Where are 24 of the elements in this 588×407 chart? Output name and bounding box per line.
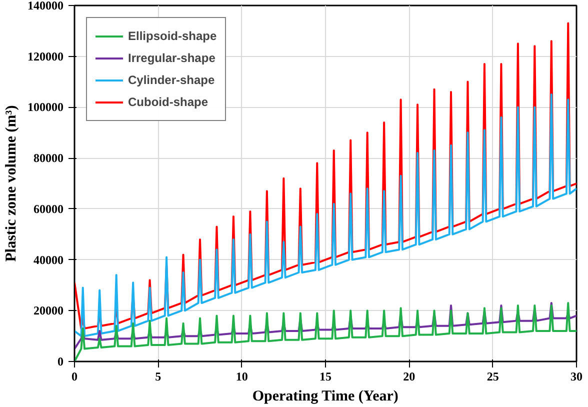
y-tick-label: 0 [58, 354, 64, 368]
x-tick-label: 10 [236, 370, 248, 384]
x-tick-label: 5 [155, 370, 162, 384]
x-tick-label: 25 [486, 370, 499, 384]
line-series [74, 94, 576, 338]
line-series [74, 22, 576, 330]
x-tick-label: 15 [320, 370, 332, 384]
legend-label: Cylinder-shape [128, 73, 215, 87]
y-tick-label: 20000 [34, 304, 64, 318]
y-tick-label: 40000 [34, 252, 64, 267]
legend-label: Cuboid-shape [128, 95, 208, 109]
legend-label: Irregular-shape [128, 51, 216, 65]
y-tick-label: 60000 [34, 202, 64, 216]
legend-label: Ellipsoid-shape [128, 29, 217, 43]
y-axis-title: Plastic zone volume (m³) [4, 105, 20, 262]
y-tick-label: 120000 [28, 49, 64, 64]
y-tick-label: 80000 [34, 151, 64, 166]
x-tick-label: 30 [570, 370, 582, 384]
y-tick-label: 140000 [28, 0, 64, 12]
x-tick-label: 0 [72, 370, 78, 384]
line-series [74, 302, 576, 362]
x-axis-title: Operating Time (Year) [252, 388, 398, 404]
y-tick-label: 100000 [28, 100, 64, 114]
x-tick-label: 20 [403, 370, 416, 384]
